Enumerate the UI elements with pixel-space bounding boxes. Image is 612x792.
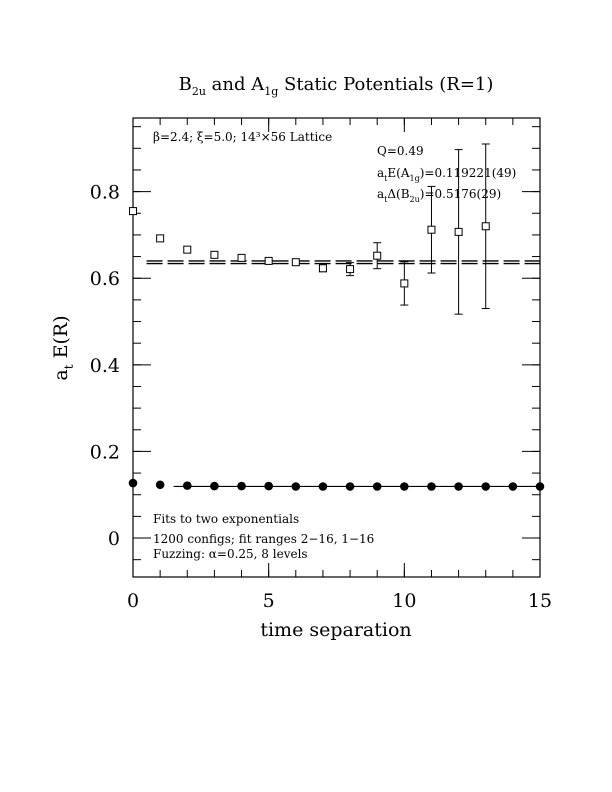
a1g-data-point <box>400 482 409 491</box>
y-tick-label: 0.8 <box>90 182 120 204</box>
a1g-data-point <box>264 481 273 491</box>
a1g-data-point <box>454 482 463 491</box>
lattice-annotation: β=2.4; ξ=5.0; 14³×56 Lattice <box>153 130 332 144</box>
a1g-data-point <box>155 480 165 490</box>
a1g-data-point <box>291 482 301 491</box>
b2u-data-point <box>346 265 355 274</box>
a1g-data-point <box>372 482 382 491</box>
axis-tick-labels: 0 5 10 15 0 0.2 0.4 0.6 0.8 <box>90 182 552 612</box>
b2u-data-point <box>481 222 490 231</box>
a1g-data-point <box>318 482 328 491</box>
a1g-data-point <box>210 481 219 491</box>
b2u-data-point <box>129 207 137 216</box>
x-tick-label: 15 <box>528 590 552 612</box>
data-points <box>128 143 545 491</box>
a1g-data-point <box>237 481 246 491</box>
y-tick-label: 0.6 <box>90 268 120 290</box>
x-tick-label: 10 <box>392 590 416 612</box>
a1g-data-point <box>182 481 192 490</box>
y-tick-label: 0 <box>108 528 120 550</box>
chart-title: B2u and A1g Static Potentials (R=1) <box>179 74 494 98</box>
axis-ticks <box>132 118 541 577</box>
a1g-data-point <box>345 482 355 491</box>
fit-quality-label: Q=0.49 <box>377 144 424 158</box>
a1g-data-point <box>427 482 436 491</box>
b2u-data-point <box>400 279 409 288</box>
b2u-data-point <box>210 250 219 259</box>
b2u-data-point <box>291 258 300 267</box>
a1g-data-point <box>535 482 545 491</box>
b2u-gap-label: atΔ(B2u)=0.5176(29) <box>377 187 501 204</box>
y-tick-label: 0.4 <box>90 355 120 377</box>
b2u-data-point <box>373 251 382 260</box>
b2u-data-point <box>183 245 192 254</box>
b2u-data-point <box>454 227 463 236</box>
plot-frame <box>132 117 541 578</box>
a1g-data-point <box>128 478 138 488</box>
note-fit-type: Fits to two exponentials <box>153 512 299 526</box>
note-fuzzing: Fuzzing: α=0.25, 8 levels <box>153 547 308 561</box>
b2u-data-point <box>156 234 165 243</box>
b2u-data-point <box>318 264 327 273</box>
b2u-data-point <box>237 253 246 262</box>
a1g-energy-label: atE(A1g)=0.119221(49) <box>377 166 516 183</box>
b2u-data-point <box>427 225 436 234</box>
x-tick-label: 5 <box>263 590 275 612</box>
y-tick-label: 0.2 <box>90 441 120 463</box>
y-axis-label: at E(R) <box>50 315 76 380</box>
x-axis-label: time separation <box>260 619 411 641</box>
note-configs: 1200 configs; fit ranges 2−16, 1−16 <box>153 532 374 546</box>
a1g-data-point <box>508 482 518 491</box>
b2u-data-point <box>264 256 273 265</box>
x-tick-label: 0 <box>127 590 139 612</box>
fit-lines <box>146 260 540 487</box>
a1g-data-point <box>481 482 491 491</box>
